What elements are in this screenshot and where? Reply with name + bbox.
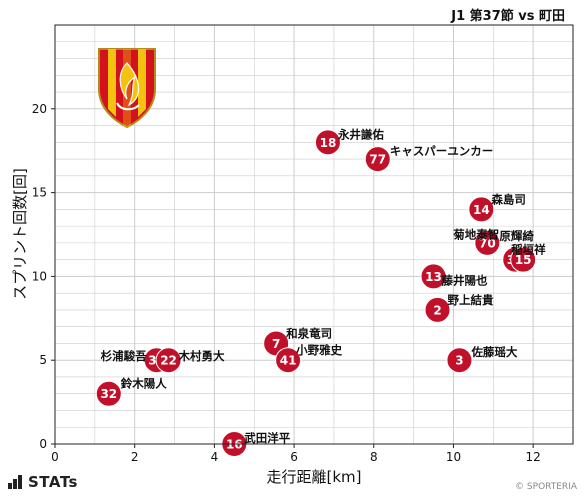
y-tick-label: 15 xyxy=(32,186,47,200)
player-point: 3 佐藤瑶大 xyxy=(446,345,518,374)
y-tick-label: 10 xyxy=(32,269,47,283)
player-marker xyxy=(155,347,182,374)
player-marker xyxy=(364,146,391,173)
player-point: 2 野上結貴 xyxy=(424,293,494,323)
chart-title: J1 第37節 vs 町田 xyxy=(450,8,565,24)
y-axis-label: スプリント回数[回] xyxy=(11,168,29,300)
stats-logo: STATs xyxy=(8,473,78,493)
player-number: 32 xyxy=(100,387,117,401)
player-name: 和泉竜司 xyxy=(286,326,332,340)
player-point: 13 藤井陽也 xyxy=(420,263,488,290)
player-marker xyxy=(446,347,473,374)
player-name: 原輝綺 xyxy=(499,229,534,243)
x-tick-label: 0 xyxy=(51,450,59,464)
player-number: 15 xyxy=(515,253,532,267)
credit-text: © SPORTERIA xyxy=(515,482,577,492)
player-number: 70 xyxy=(479,236,496,250)
player-marker xyxy=(95,380,122,407)
y-tick-label: 5 xyxy=(39,353,47,367)
player-number: 7 xyxy=(272,337,280,351)
player-name: 小野雅史 xyxy=(295,343,342,357)
player-point: 22 木村勇大 xyxy=(155,347,225,374)
player-marker xyxy=(468,196,495,223)
y-tick-label: 0 xyxy=(39,437,47,451)
player-marker xyxy=(314,129,341,156)
player-number: 77 xyxy=(369,153,386,167)
player-marker xyxy=(474,229,501,256)
x-tick-label: 8 xyxy=(370,450,378,464)
x-tick-label: 12 xyxy=(526,450,541,464)
player-number: 22 xyxy=(160,354,177,368)
y-tick-label: 20 xyxy=(32,102,47,116)
player-number: 13 xyxy=(425,270,442,284)
player-number: 41 xyxy=(280,354,297,368)
plot-frame xyxy=(54,24,574,445)
player-number: 2 xyxy=(433,303,441,317)
x-tick-label: 2 xyxy=(131,450,139,464)
player-marker xyxy=(275,347,302,374)
x-axis-label: 走行距離[km] xyxy=(266,468,361,486)
player-number: 14 xyxy=(473,203,490,217)
player-number: 18 xyxy=(320,136,337,150)
player-name: 鈴木陽人 xyxy=(121,377,167,391)
player-name: キャスパーユンカー xyxy=(390,144,494,158)
player-marker xyxy=(510,246,537,273)
player-name: 稲垣祥 xyxy=(511,243,546,257)
player-marker xyxy=(424,296,451,323)
player-name: 木村勇大 xyxy=(178,349,225,363)
player-number: 3 xyxy=(455,354,463,368)
data-points: 18永井謙佑77キャスパーユンカー14森島司70原輝綺33菊地泰智15稲垣祥13… xyxy=(95,127,546,457)
player-name: 野上結貴 xyxy=(448,293,494,307)
axis-ticks: 0 2 4 6 8 10 12 0 5 10 15 20 xyxy=(32,102,541,464)
team-crest-icon xyxy=(98,48,156,129)
x-tick-label: 4 xyxy=(211,450,219,464)
brand-label: STATs xyxy=(28,473,78,491)
stats-bars-icon xyxy=(8,475,23,493)
player-name: 菊地泰智 xyxy=(453,228,499,242)
player-name: 佐藤瑶大 xyxy=(470,345,517,359)
player-name: 藤井陽也 xyxy=(442,273,488,287)
player-point: 32 鈴木陽人 xyxy=(95,377,167,407)
player-name: 永井謙佑 xyxy=(337,127,384,141)
player-name: 杉浦駿吾 xyxy=(101,349,147,363)
player-marker xyxy=(420,263,447,290)
player-name: 武田洋平 xyxy=(244,431,290,445)
player-name: 森島司 xyxy=(491,192,526,206)
x-tick-label: 10 xyxy=(446,450,461,464)
x-tick-label: 6 xyxy=(290,450,298,464)
player-point: 77 キャスパーユンカー xyxy=(364,144,494,173)
